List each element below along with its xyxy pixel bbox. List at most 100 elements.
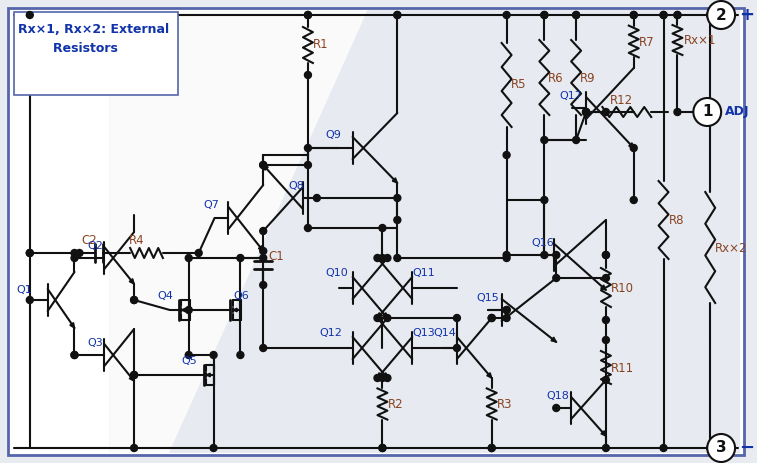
Circle shape — [553, 275, 559, 282]
Polygon shape — [378, 373, 382, 378]
Circle shape — [674, 108, 681, 115]
Text: R8: R8 — [668, 213, 684, 226]
Circle shape — [185, 255, 192, 262]
Circle shape — [660, 12, 667, 19]
Circle shape — [503, 151, 510, 158]
Text: R4: R4 — [129, 234, 145, 248]
Circle shape — [707, 12, 714, 19]
Polygon shape — [601, 285, 606, 290]
Circle shape — [313, 194, 320, 201]
Circle shape — [572, 12, 580, 19]
Text: Q10: Q10 — [326, 268, 348, 278]
Circle shape — [660, 12, 667, 19]
Text: Q5: Q5 — [182, 356, 198, 366]
Circle shape — [540, 12, 548, 19]
Circle shape — [304, 162, 311, 169]
Text: Q17: Q17 — [559, 91, 582, 101]
Circle shape — [693, 98, 721, 126]
Text: R6: R6 — [548, 71, 564, 85]
Circle shape — [71, 250, 78, 257]
Circle shape — [603, 275, 609, 282]
Circle shape — [603, 376, 609, 383]
Polygon shape — [487, 373, 492, 378]
Circle shape — [379, 444, 386, 451]
Text: R3: R3 — [497, 398, 512, 411]
Circle shape — [707, 1, 735, 29]
Circle shape — [379, 225, 386, 232]
Circle shape — [631, 12, 637, 19]
Circle shape — [384, 255, 391, 262]
Text: Q15: Q15 — [477, 293, 500, 303]
Text: Q16: Q16 — [531, 238, 554, 248]
Text: Q13: Q13 — [413, 328, 435, 338]
Circle shape — [304, 71, 311, 79]
Text: R10: R10 — [611, 282, 634, 294]
Polygon shape — [258, 246, 263, 251]
Text: Rx×1, Rx×2: External
        Resistors: Rx×1, Rx×2: External Resistors — [18, 23, 169, 55]
Circle shape — [394, 217, 400, 224]
Polygon shape — [392, 178, 397, 183]
Circle shape — [453, 314, 460, 321]
Polygon shape — [129, 375, 134, 381]
Circle shape — [394, 194, 400, 201]
Text: Q9: Q9 — [326, 130, 341, 140]
Circle shape — [131, 296, 138, 304]
Circle shape — [304, 12, 311, 19]
Circle shape — [540, 251, 548, 258]
Circle shape — [384, 314, 391, 321]
Text: Q7: Q7 — [204, 200, 220, 210]
Text: Q2: Q2 — [87, 241, 103, 251]
Circle shape — [553, 251, 559, 258]
Polygon shape — [382, 373, 388, 378]
Text: Q1: Q1 — [16, 285, 32, 295]
Circle shape — [553, 405, 559, 412]
Polygon shape — [629, 143, 634, 148]
Text: C2: C2 — [82, 233, 97, 246]
Circle shape — [374, 255, 381, 262]
Text: R1: R1 — [313, 38, 329, 51]
Text: 2: 2 — [716, 7, 727, 23]
Circle shape — [374, 375, 381, 382]
Circle shape — [131, 371, 138, 378]
Text: Q3: Q3 — [87, 338, 103, 348]
Text: 1: 1 — [702, 105, 712, 119]
Circle shape — [260, 282, 266, 288]
Polygon shape — [109, 10, 740, 453]
Circle shape — [210, 351, 217, 358]
Circle shape — [540, 196, 548, 204]
Text: R2: R2 — [388, 398, 403, 411]
Text: R11: R11 — [611, 362, 634, 375]
Circle shape — [674, 12, 681, 19]
Circle shape — [394, 255, 400, 262]
Circle shape — [26, 250, 33, 257]
Polygon shape — [129, 279, 134, 284]
Circle shape — [660, 444, 667, 451]
Circle shape — [379, 375, 386, 382]
Circle shape — [71, 255, 78, 262]
Circle shape — [631, 196, 637, 204]
Text: Rx×1: Rx×1 — [684, 33, 716, 46]
Circle shape — [503, 307, 510, 313]
Polygon shape — [233, 308, 237, 312]
Circle shape — [603, 337, 609, 344]
Polygon shape — [551, 337, 556, 342]
Text: Q8: Q8 — [288, 181, 304, 191]
FancyBboxPatch shape — [8, 8, 744, 455]
Text: 3: 3 — [716, 440, 727, 456]
Circle shape — [503, 307, 510, 313]
Circle shape — [394, 12, 400, 19]
Circle shape — [631, 12, 637, 19]
Circle shape — [707, 434, 735, 462]
Circle shape — [260, 227, 266, 234]
Polygon shape — [207, 373, 210, 377]
Circle shape — [71, 351, 78, 358]
Text: C1: C1 — [268, 250, 284, 263]
Circle shape — [260, 344, 266, 351]
Circle shape — [583, 108, 590, 115]
Text: Q11: Q11 — [413, 268, 435, 278]
Circle shape — [674, 12, 681, 19]
Circle shape — [503, 255, 510, 262]
Circle shape — [26, 250, 33, 257]
Circle shape — [260, 162, 266, 169]
Circle shape — [603, 251, 609, 258]
